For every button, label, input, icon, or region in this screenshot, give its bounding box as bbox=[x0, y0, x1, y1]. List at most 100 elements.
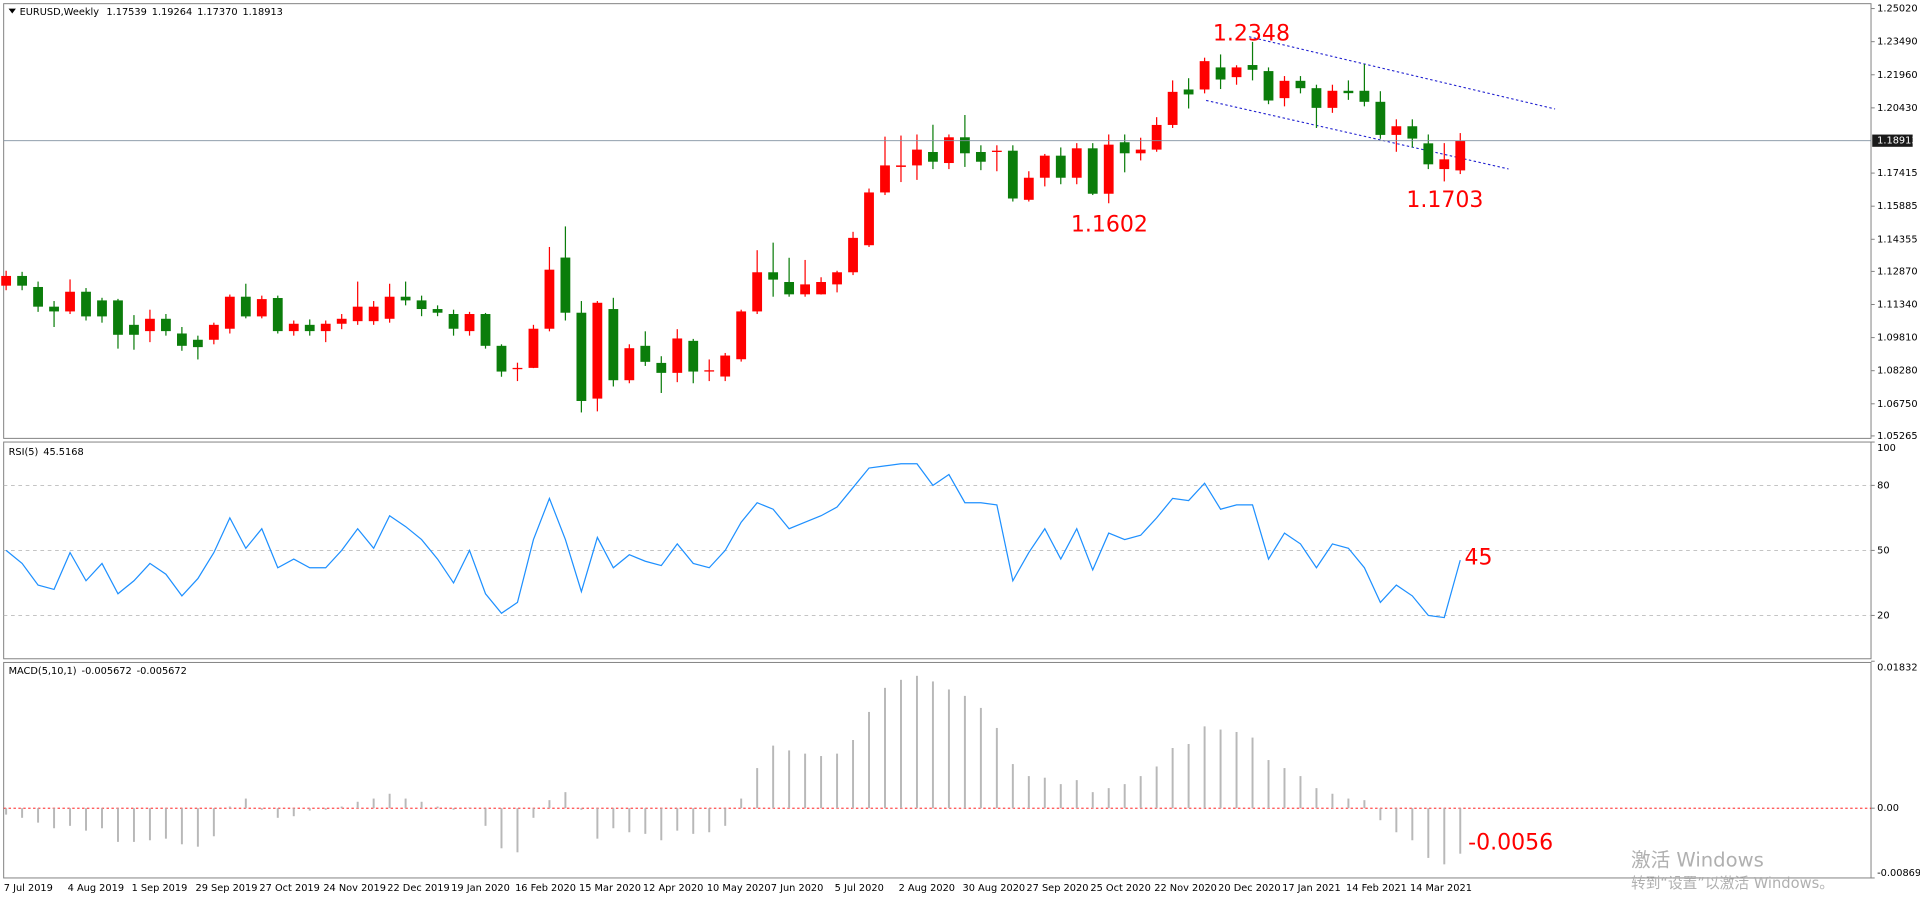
macd-bar bbox=[660, 808, 663, 841]
candle-body bbox=[1087, 148, 1098, 194]
menu-triangle[interactable] bbox=[8, 8, 16, 14]
macd-bar bbox=[500, 808, 503, 849]
candle-body bbox=[880, 165, 890, 193]
candle-body bbox=[1071, 148, 1082, 178]
candle-body bbox=[1247, 65, 1258, 70]
chart-header: EURUSD,Weekly 1.17539 1.19264 1.17370 1.1891… bbox=[20, 7, 283, 18]
candle-body bbox=[1375, 101, 1386, 135]
y-tick-label: -0.008698 bbox=[1877, 868, 1920, 879]
y-tick-label: 1.06750 bbox=[1877, 399, 1917, 410]
macd-bar bbox=[1059, 784, 1062, 809]
candle-body bbox=[1311, 88, 1322, 108]
macd-bar bbox=[117, 808, 119, 842]
macd-bar bbox=[788, 750, 791, 809]
macd-bar bbox=[1331, 793, 1334, 809]
candle-body bbox=[832, 272, 842, 285]
macd-bar bbox=[852, 739, 855, 809]
macd-header: MACD(5,10,1) -0.005672 -0.005672 bbox=[9, 666, 187, 677]
macd-bar bbox=[324, 808, 327, 810]
candle-body bbox=[1279, 80, 1290, 99]
candle-body bbox=[17, 275, 27, 286]
x-tick-label: 7 Jul 2019 bbox=[4, 883, 53, 894]
price-annotation: 1.1602 bbox=[1071, 212, 1148, 237]
macd-bar bbox=[308, 808, 311, 811]
candle-body bbox=[352, 306, 363, 322]
candle-body bbox=[960, 137, 970, 154]
watermark-title: 激活 Windows bbox=[1631, 848, 1764, 871]
macd-bar bbox=[5, 808, 8, 815]
x-tick-label: 24 Nov 2019 bbox=[323, 883, 386, 894]
y-tick-label: 50 bbox=[1877, 545, 1889, 556]
candle-body bbox=[208, 324, 219, 340]
candle-body bbox=[496, 345, 507, 372]
candle-body bbox=[816, 282, 826, 295]
candle-body bbox=[81, 291, 91, 317]
macd-bar bbox=[69, 808, 72, 826]
candle-body bbox=[97, 300, 107, 317]
candle-body bbox=[656, 362, 667, 373]
candle-body bbox=[1359, 90, 1370, 102]
x-tick-label: 27 Sep 2020 bbox=[1026, 883, 1088, 894]
candle-body bbox=[49, 306, 59, 312]
macd-bar bbox=[628, 808, 631, 833]
macd-bar bbox=[900, 679, 902, 809]
macd-bar bbox=[452, 808, 455, 810]
y-tick-label: 0.01832 bbox=[1877, 662, 1917, 673]
macd-bar bbox=[1299, 776, 1302, 809]
macd-bar bbox=[1395, 808, 1398, 833]
x-tick-label: 16 Feb 2020 bbox=[515, 883, 576, 894]
candle-body bbox=[688, 340, 699, 372]
macd-bar bbox=[1011, 764, 1014, 809]
candle-body bbox=[848, 237, 858, 273]
candle-body bbox=[1, 275, 12, 286]
header-open: 1.17539 bbox=[106, 7, 146, 18]
macd-bar bbox=[804, 753, 807, 809]
x-tick-label: 27 Oct 2019 bbox=[259, 883, 319, 894]
x-tick-label: 7 Jun 2020 bbox=[771, 883, 824, 894]
candle-body bbox=[1183, 89, 1194, 95]
macd-bar bbox=[1427, 808, 1430, 858]
symbol: EURUSD,Weekly bbox=[20, 7, 100, 18]
x-tick-label: 29 Sep 2019 bbox=[195, 883, 257, 894]
macd-bar bbox=[516, 808, 519, 853]
candle-body bbox=[944, 137, 954, 164]
macd-bar bbox=[244, 798, 247, 809]
candle-body bbox=[1295, 80, 1306, 89]
y-tick-label: 1.09810 bbox=[1877, 333, 1917, 344]
macd-current: -0.005672 bbox=[82, 666, 132, 677]
macd-bar bbox=[85, 808, 87, 831]
candle-body bbox=[752, 272, 763, 312]
macd-bar bbox=[884, 687, 886, 809]
current-price-box bbox=[1872, 134, 1913, 147]
macd-bar bbox=[979, 707, 982, 809]
macd-bar bbox=[21, 808, 24, 818]
macd-bar bbox=[915, 675, 918, 809]
candle-body bbox=[592, 302, 603, 399]
macd-bar bbox=[1075, 780, 1078, 809]
candle-body bbox=[528, 328, 539, 368]
candle-body bbox=[464, 314, 475, 332]
x-tick-label: 22 Dec 2019 bbox=[387, 883, 449, 894]
macd-bar bbox=[164, 808, 167, 839]
candle-body bbox=[800, 284, 810, 295]
indicator-annotation: -0.0056 bbox=[1468, 831, 1553, 856]
header-close: 1.18913 bbox=[242, 7, 282, 18]
y-tick-label: 20 bbox=[1877, 610, 1889, 621]
macd-bar bbox=[836, 753, 839, 809]
x-tick-label: 17 Jan 2021 bbox=[1282, 883, 1341, 894]
current-price-label: 1.18913 bbox=[1877, 136, 1917, 147]
candle-body bbox=[432, 309, 443, 313]
candle-body bbox=[320, 323, 331, 332]
header-low: 1.17370 bbox=[197, 7, 237, 18]
macd-bar bbox=[708, 808, 711, 833]
candle-body bbox=[1119, 142, 1130, 154]
y-tick-label: 100 bbox=[1877, 443, 1896, 454]
watermark-text: 转到“设置”以激活 Windows。 bbox=[1631, 875, 1834, 892]
macd-bar bbox=[820, 756, 823, 809]
rsi-header: RSI(5) 45.5168 bbox=[9, 447, 84, 458]
macd-bar bbox=[101, 808, 103, 829]
x-tick-label: 20 Dec 2020 bbox=[1218, 883, 1281, 894]
macd-bar bbox=[580, 808, 583, 810]
candle-body bbox=[1039, 155, 1050, 178]
macd-signal: -0.005672 bbox=[137, 666, 187, 677]
